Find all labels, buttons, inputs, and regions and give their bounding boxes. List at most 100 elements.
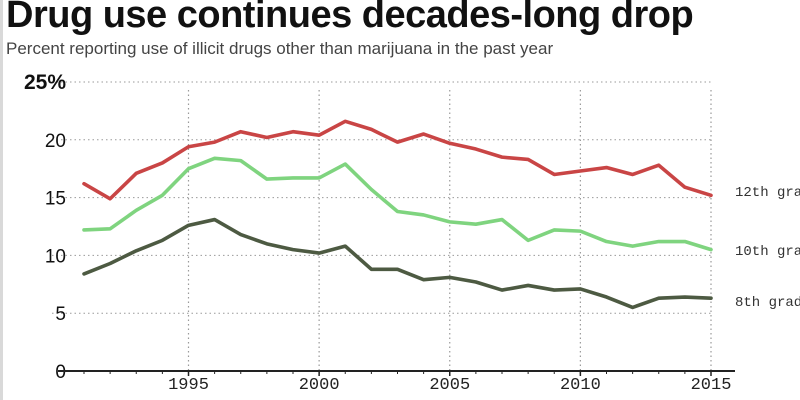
y-tick-label-5: 5 bbox=[55, 304, 66, 325]
x-tick-label-2015: 2015 bbox=[691, 376, 732, 395]
series-10th-grade-point-2006 bbox=[474, 222, 478, 226]
series-8th-grade-point-2007 bbox=[500, 288, 504, 292]
series-10th-grade-label: 10th gra bbox=[735, 244, 800, 260]
y-tick-label-10: 10 bbox=[45, 246, 66, 267]
series-10th-grade-point-1992 bbox=[108, 227, 112, 231]
series-8th-grade-point-1998 bbox=[265, 242, 269, 246]
series-8th-grade-point-2000 bbox=[317, 251, 321, 255]
series-10th-grade-point-2002 bbox=[370, 188, 373, 191]
series-12th-grade-point-1994 bbox=[161, 161, 164, 165]
series-12th-grade-label: 12th gra bbox=[735, 185, 800, 201]
series-10th-grade-point-2000 bbox=[317, 176, 321, 180]
series-10th-grade-point-2005 bbox=[448, 220, 451, 224]
series-10th-grade-point-2003 bbox=[396, 210, 399, 213]
series-12th-grade-point-1996 bbox=[213, 140, 216, 144]
y-tick-label-20: 20 bbox=[45, 131, 66, 152]
series-group bbox=[82, 119, 713, 310]
chart-subtitle: Percent reporting use of illicit drugs o… bbox=[6, 39, 554, 58]
series-10th-grade-point-1993 bbox=[135, 209, 138, 212]
series-10th-grade-point-1996 bbox=[213, 157, 216, 160]
series-12th-grade-point-2014 bbox=[683, 185, 687, 189]
series-12th-grade-point-2003 bbox=[396, 140, 399, 144]
series-10th-grade-point-2015 bbox=[709, 248, 713, 251]
series-10th-grade-point-1991 bbox=[82, 228, 86, 232]
series-8th-grade-label: 8th grad bbox=[735, 295, 800, 311]
series-12th-grade-point-2011 bbox=[605, 166, 608, 169]
x-tick-label-2005: 2005 bbox=[429, 376, 470, 395]
series-8th-grade-point-2006 bbox=[474, 280, 478, 284]
series-8th-grade-point-2012 bbox=[631, 306, 634, 309]
series-labels: 12th gra 10th gra 8th grad bbox=[735, 185, 800, 311]
series-8th-grade-point-2005 bbox=[448, 276, 451, 279]
series-10th-grade-point-1997 bbox=[239, 159, 242, 162]
series-12th-grade-point-2006 bbox=[474, 147, 478, 151]
series-8th-grade-point-2002 bbox=[370, 268, 373, 271]
series-12th-grade-point-1992 bbox=[108, 197, 112, 200]
series-8th-grade-point-2001 bbox=[344, 244, 347, 248]
series-8th-grade-point-1993 bbox=[135, 249, 138, 252]
series-8th-grade-point-2003 bbox=[396, 268, 399, 271]
x-tick-label-2010: 2010 bbox=[560, 376, 601, 395]
series-12th-grade-point-2008 bbox=[526, 158, 530, 161]
series-10th-grade-point-1998 bbox=[265, 177, 269, 181]
series-12th-grade-point-2012 bbox=[631, 173, 634, 176]
series-12th-grade-point-1993 bbox=[135, 172, 138, 175]
series-8th-grade-point-2009 bbox=[553, 288, 556, 292]
x-tick-label-2000: 2000 bbox=[299, 376, 340, 395]
series-10th-grade-point-2009 bbox=[553, 228, 556, 232]
y-tick-label-15: 15 bbox=[45, 189, 66, 210]
series-10th-grade-point-2004 bbox=[422, 213, 425, 217]
series-10th-grade-point-2011 bbox=[605, 240, 608, 243]
y-tick-label-0: 0 bbox=[55, 362, 66, 383]
series-10th-grade-point-1995 bbox=[187, 167, 190, 170]
series-12th-grade-point-1995 bbox=[187, 145, 190, 148]
series-8th-grade-point-1991 bbox=[82, 272, 86, 276]
series-10th-grade-point-1999 bbox=[291, 176, 295, 180]
series-8th-grade-point-1994 bbox=[161, 239, 164, 242]
series-10th-grade-point-1994 bbox=[161, 194, 164, 197]
y-tick-label-25: 25% bbox=[24, 71, 66, 94]
series-12th-grade-point-2007 bbox=[500, 155, 504, 159]
series-12th-grade-point-1999 bbox=[291, 130, 295, 133]
x-axis: 1995 2000 2005 2010 2015 bbox=[58, 370, 735, 395]
y-axis: 0 5 10 15 20 25% bbox=[24, 71, 66, 383]
series-8th-grade-point-1995 bbox=[187, 224, 190, 227]
series-12th-grade-point-2002 bbox=[370, 128, 373, 131]
series-8th-grade-point-2014 bbox=[683, 295, 687, 299]
series-12th-grade-point-2013 bbox=[657, 164, 660, 167]
chart-title: Drug use continues decades-long drop bbox=[6, 0, 694, 36]
series-10th-grade-point-2014 bbox=[683, 240, 687, 243]
series-12th-grade-line bbox=[82, 119, 713, 201]
x-tick-label-1995: 1995 bbox=[168, 376, 209, 395]
series-8th-grade-line bbox=[82, 217, 713, 310]
series-12th-grade-point-1991 bbox=[82, 182, 86, 185]
series-8th-grade-point-2011 bbox=[605, 295, 608, 299]
series-12th-grade-point-2010 bbox=[579, 169, 582, 173]
series-8th-grade-point-2004 bbox=[422, 278, 425, 281]
series-10th-grade-point-2008 bbox=[526, 239, 530, 242]
series-12th-grade-point-2001 bbox=[344, 120, 347, 123]
series-12th-grade-point-2000 bbox=[317, 133, 321, 137]
series-8th-grade-point-1999 bbox=[291, 248, 295, 251]
series-12th-grade-point-2009 bbox=[553, 173, 556, 176]
series-12th-grade-point-2015 bbox=[709, 194, 713, 197]
series-8th-grade-point-1992 bbox=[108, 262, 112, 265]
series-12th-grade-point-1997 bbox=[239, 130, 242, 133]
series-8th-grade-point-2015 bbox=[709, 296, 713, 300]
series-8th-grade-point-1996 bbox=[213, 218, 216, 221]
series-8th-grade-point-2008 bbox=[526, 284, 530, 287]
series-12th-grade-point-2005 bbox=[448, 142, 451, 145]
series-10th-grade-point-2013 bbox=[657, 240, 660, 243]
left-border bbox=[0, 0, 3, 400]
series-10th-grade-point-2012 bbox=[631, 244, 634, 248]
series-10th-grade-point-2001 bbox=[344, 162, 347, 166]
series-8th-grade-point-1997 bbox=[239, 233, 242, 236]
series-10th-grade-point-2007 bbox=[500, 218, 504, 221]
series-12th-grade-point-2004 bbox=[422, 132, 425, 136]
series-12th-grade-point-1998 bbox=[265, 136, 269, 139]
series-8th-grade-point-2010 bbox=[579, 287, 582, 291]
series-10th-grade-point-2010 bbox=[579, 229, 582, 233]
series-8th-grade-point-2013 bbox=[657, 296, 660, 300]
